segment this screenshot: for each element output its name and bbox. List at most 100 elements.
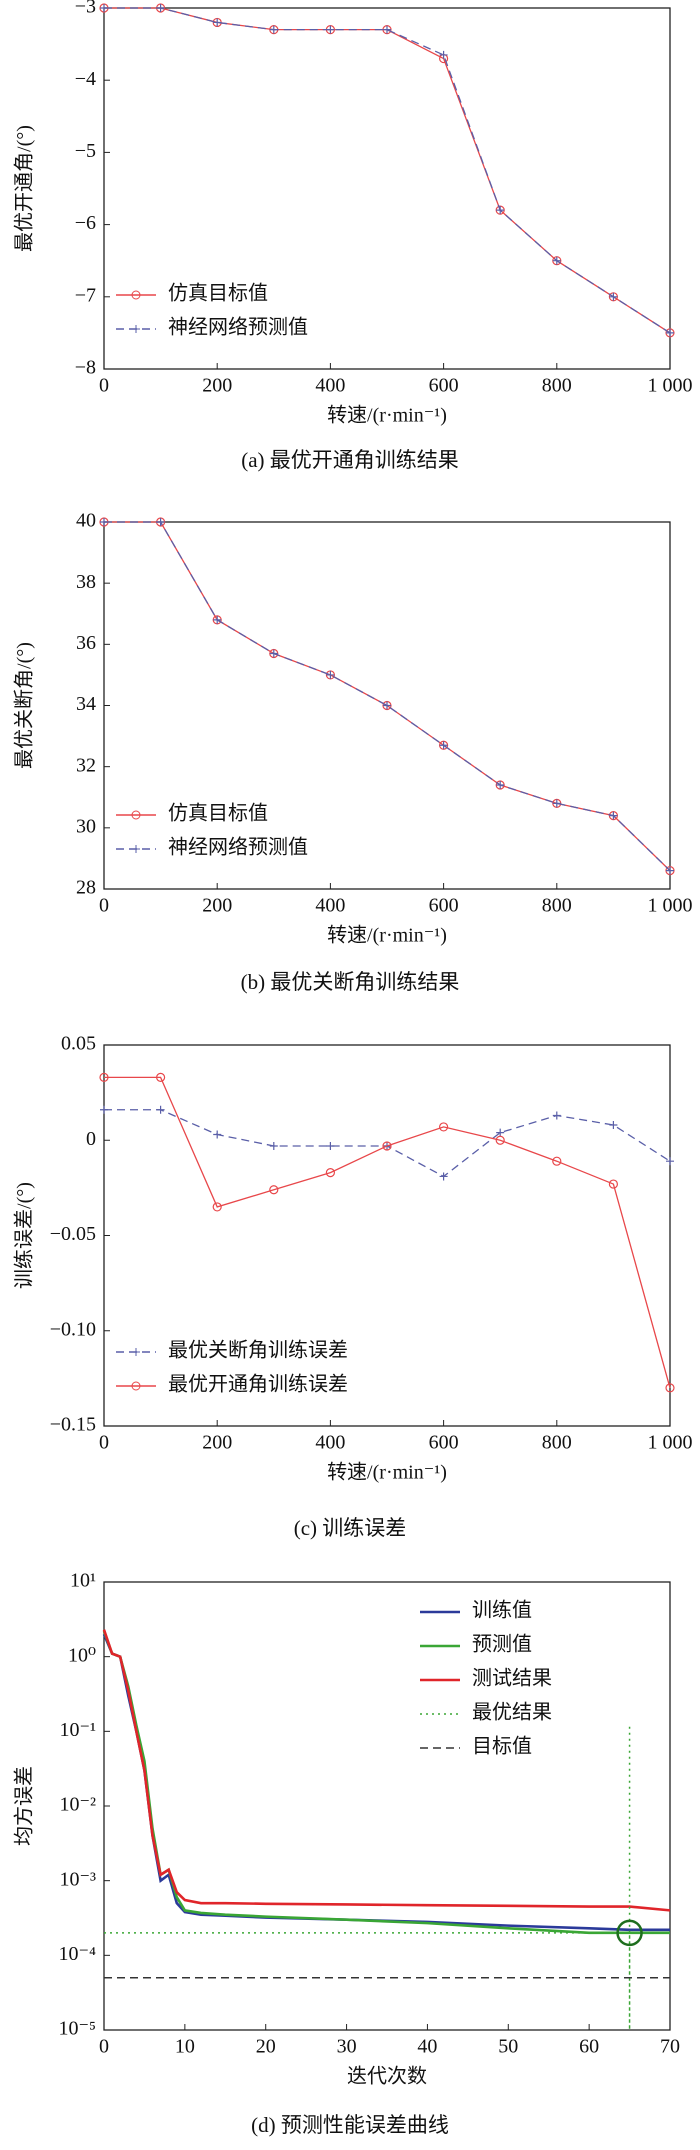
legend-label: 最优结果 xyxy=(472,1701,552,1724)
legend-label: 预测值 xyxy=(472,1633,532,1656)
x-axis-label: 转速/(r·min⁻¹) xyxy=(327,924,447,947)
x-tick-label: 30 xyxy=(337,2036,357,2058)
x-tick-label: 20 xyxy=(256,2036,276,2058)
legend-label: 仿真目标值 xyxy=(168,802,268,825)
x-tick-label: 0 xyxy=(99,375,109,397)
caption: (c) 训练误差 xyxy=(294,1516,407,1540)
x-tick-label: 1 000 xyxy=(648,375,693,397)
y-tick-label: 32 xyxy=(76,754,96,776)
x-axis-label: 迭代次数 xyxy=(347,2065,427,2088)
marker xyxy=(156,4,165,12)
marker xyxy=(552,256,561,265)
marker xyxy=(99,1072,109,1082)
y-tick-label: −6 xyxy=(75,212,96,234)
x-tick-label: 1 000 xyxy=(648,1432,693,1454)
x-tick-label: 600 xyxy=(429,895,459,917)
y-axis-label: 最优关断角/(°) xyxy=(13,642,36,769)
marker xyxy=(666,1157,674,1166)
marker xyxy=(382,1141,392,1151)
marker xyxy=(665,1383,675,1393)
marker xyxy=(269,25,278,34)
caption: (d) 预测性能误差曲线 xyxy=(251,2113,449,2137)
marker xyxy=(552,1111,561,1120)
marker xyxy=(100,518,108,526)
chart: 0 200 400 600 800 1 000 −0.15 −0.10 −0.05 0 0.05 转速… xyxy=(13,1033,693,1540)
caption: (b) 最优关断角训练结果 xyxy=(241,970,460,994)
x-tick-label: 800 xyxy=(542,895,572,917)
marker xyxy=(439,741,448,750)
marker xyxy=(269,649,278,658)
y-tick-label: 28 xyxy=(76,877,96,899)
y-tick-label: −0.15 xyxy=(50,1414,96,1436)
x-tick-label: 1 000 xyxy=(648,895,693,917)
y-tick-label: 34 xyxy=(76,693,96,715)
x-axis-label: 转速/(r·min⁻¹) xyxy=(327,1461,447,1484)
chart: 0 200 400 600 800 1 000 −8 −7 −6 −5 −4 −3 转速/(r·min⁻… xyxy=(13,0,693,472)
caption: (a) 最优开通角训练结果 xyxy=(241,448,459,472)
legend-marker xyxy=(131,290,141,300)
marker xyxy=(156,1105,165,1114)
x-tick-label: 400 xyxy=(315,1432,345,1454)
marker xyxy=(269,1185,279,1195)
x-tick-label: 70 xyxy=(660,2036,680,2058)
marker xyxy=(325,1168,335,1178)
y-tick-label: 10⁻⁵ xyxy=(58,2018,96,2040)
y-tick-label: 10¹ xyxy=(70,1570,96,1592)
marker xyxy=(439,1172,448,1181)
series-line xyxy=(104,1076,671,1389)
y-tick-label: −7 xyxy=(75,284,96,306)
y-axis-label: 最优开通角/(°) xyxy=(13,125,36,252)
best-point-ring xyxy=(616,1919,643,1947)
marker xyxy=(269,1141,278,1150)
y-tick-label: 36 xyxy=(76,632,96,654)
series-line xyxy=(104,1722,631,2030)
legend-label: 训练值 xyxy=(472,1599,532,1622)
series-line xyxy=(104,7,671,334)
y-tick-label: 10⁻² xyxy=(59,1794,96,1816)
y-tick-label: 10⁻¹ xyxy=(59,1719,96,1741)
y-tick-label: 0 xyxy=(86,1128,96,1150)
chart: 0 200 400 600 800 1 000 28 30 32 34 36 38 40 转速/(r·mi… xyxy=(13,510,693,994)
marker xyxy=(383,25,391,34)
x-tick-label: 600 xyxy=(429,375,459,397)
y-tick-label: −0.10 xyxy=(50,1318,96,1340)
chart: 0 10 20 30 40 50 60 70 10⁻⁵ 10⁻⁴ 10⁻³ 10⁻² 10⁻¹ 10⁰ 10… xyxy=(13,1570,680,2137)
x-tick-label: 400 xyxy=(315,895,345,917)
marker xyxy=(326,25,335,34)
y-tick-label: −3 xyxy=(75,0,96,18)
y-tick-label: −4 xyxy=(75,68,96,90)
x-tick-label: 10 xyxy=(175,2036,195,2058)
x-axis-label: 转速/(r·min⁻¹) xyxy=(327,404,447,427)
marker xyxy=(666,328,674,337)
legend-label: 神经网络预测值 xyxy=(168,316,308,339)
marker xyxy=(326,1141,335,1150)
x-tick-label: 200 xyxy=(202,895,232,917)
y-tick-label: 10⁰ xyxy=(68,1644,96,1666)
marker xyxy=(609,292,618,301)
marker xyxy=(552,1156,562,1166)
marker xyxy=(496,206,505,215)
y-tick-label: 10⁻⁴ xyxy=(58,1943,96,1965)
y-tick-label: 38 xyxy=(76,571,96,593)
x-tick-label: 50 xyxy=(498,2036,518,2058)
legend-label: 仿真目标值 xyxy=(168,282,268,305)
plot-frame xyxy=(103,1581,671,2031)
marker xyxy=(156,1072,166,1082)
plot-frame xyxy=(103,7,671,370)
legend-label: 神经网络预测值 xyxy=(168,836,308,859)
marker xyxy=(213,1130,222,1139)
y-tick-label: 40 xyxy=(76,510,96,532)
x-tick-label: 40 xyxy=(417,2036,437,2058)
legend-label: 目标值 xyxy=(472,1735,532,1758)
y-tick-label: −0.05 xyxy=(50,1223,96,1245)
marker xyxy=(439,1122,449,1132)
marker xyxy=(326,670,335,679)
x-tick-label: 400 xyxy=(315,375,345,397)
x-tick-label: 0 xyxy=(99,2036,109,2058)
series-line xyxy=(102,1630,670,1935)
marker xyxy=(495,1135,505,1145)
y-axis-label: 均方误差 xyxy=(13,1766,36,1846)
x-tick-label: 800 xyxy=(542,1432,572,1454)
marker xyxy=(156,518,165,526)
